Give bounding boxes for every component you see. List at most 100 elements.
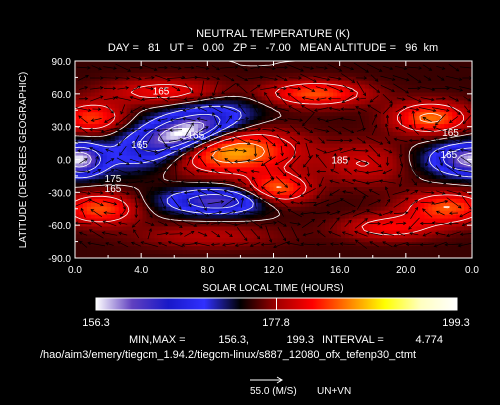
field-cell bbox=[369, 69, 374, 74]
field-cell bbox=[416, 148, 421, 153]
field-cell bbox=[166, 234, 171, 239]
field-cell bbox=[325, 230, 330, 235]
field-cell bbox=[460, 199, 465, 204]
field-cell bbox=[353, 234, 358, 239]
field-cell bbox=[428, 203, 433, 208]
field-cell bbox=[123, 175, 128, 180]
field-cell bbox=[289, 242, 294, 247]
field-cell bbox=[361, 203, 366, 208]
field-cell bbox=[357, 120, 362, 125]
field-cell bbox=[127, 104, 132, 109]
field-cell bbox=[95, 238, 100, 243]
field-cell bbox=[408, 199, 413, 204]
field-cell bbox=[349, 167, 354, 172]
field-cell bbox=[313, 61, 318, 66]
field-cell bbox=[293, 132, 298, 137]
field-cell bbox=[214, 195, 219, 200]
field-cell bbox=[325, 219, 330, 224]
field-cell bbox=[408, 246, 413, 251]
field-cell bbox=[182, 195, 187, 200]
field-cell bbox=[361, 175, 366, 180]
field-cell bbox=[146, 77, 151, 82]
field-cell bbox=[420, 211, 425, 216]
field-cell bbox=[218, 207, 223, 212]
field-cell bbox=[436, 93, 441, 98]
field-cell bbox=[448, 246, 453, 251]
field-cell bbox=[420, 148, 425, 153]
field-cell bbox=[397, 246, 402, 251]
field-cell bbox=[210, 195, 215, 200]
field-cell bbox=[416, 179, 421, 184]
field-cell bbox=[270, 187, 275, 192]
field-cell bbox=[420, 238, 425, 243]
field-cell bbox=[111, 136, 116, 141]
field-cell bbox=[210, 226, 215, 231]
field-cell bbox=[111, 93, 116, 98]
field-cell bbox=[369, 175, 374, 180]
field-cell bbox=[389, 171, 394, 176]
field-cell bbox=[162, 250, 167, 255]
field-cell bbox=[357, 199, 362, 204]
field-cell bbox=[103, 112, 108, 117]
field-cell bbox=[150, 156, 155, 161]
field-cell bbox=[107, 89, 112, 94]
field-cell bbox=[385, 156, 390, 161]
field-cell bbox=[420, 61, 425, 66]
field-cell bbox=[186, 250, 191, 255]
field-cell bbox=[226, 175, 231, 180]
field-cell bbox=[262, 81, 267, 86]
field-cell bbox=[146, 250, 151, 255]
field-cell bbox=[218, 246, 223, 251]
field-cell bbox=[357, 246, 362, 251]
field-cell bbox=[297, 152, 302, 157]
field-cell bbox=[412, 81, 417, 86]
field-cell bbox=[444, 250, 449, 255]
field-cell bbox=[317, 246, 322, 251]
field-cell bbox=[357, 100, 362, 105]
field-cell bbox=[254, 175, 259, 180]
field-cell bbox=[345, 136, 350, 141]
field-cell bbox=[452, 69, 457, 74]
field-cell bbox=[416, 203, 421, 208]
field-cell bbox=[325, 191, 330, 196]
field-cell bbox=[206, 175, 211, 180]
field-cell bbox=[238, 112, 243, 117]
field-cell bbox=[115, 81, 120, 86]
field-cell bbox=[313, 246, 318, 251]
field-cell bbox=[103, 195, 108, 200]
field-cell bbox=[75, 246, 80, 251]
field-cell bbox=[305, 61, 310, 66]
field-cell bbox=[309, 96, 314, 101]
field-cell bbox=[365, 96, 370, 101]
field-cell bbox=[389, 191, 394, 196]
field-cell bbox=[198, 226, 203, 231]
field-cell bbox=[293, 61, 298, 66]
field-cell bbox=[178, 187, 183, 192]
field-cell bbox=[91, 61, 96, 66]
field-cell bbox=[357, 250, 362, 255]
field-cell bbox=[460, 136, 465, 141]
field-cell bbox=[242, 100, 247, 105]
field-cell bbox=[87, 230, 92, 235]
field-cell bbox=[448, 112, 453, 117]
field-cell bbox=[349, 120, 354, 125]
field-cell bbox=[329, 223, 334, 228]
field-cell bbox=[412, 61, 417, 66]
field-cell bbox=[182, 171, 187, 176]
field-cell bbox=[119, 61, 124, 66]
field-cell bbox=[416, 211, 421, 216]
field-cell bbox=[464, 136, 469, 141]
field-cell bbox=[131, 234, 136, 239]
field-cell bbox=[139, 207, 144, 212]
field-cell bbox=[87, 234, 92, 239]
field-cell bbox=[150, 140, 155, 145]
field-cell bbox=[456, 183, 461, 188]
field-cell bbox=[353, 246, 358, 251]
field-cell bbox=[246, 112, 251, 117]
field-cell bbox=[389, 73, 394, 78]
field-cell bbox=[377, 187, 382, 192]
field-cell bbox=[194, 250, 199, 255]
field-cell bbox=[222, 238, 227, 243]
field-cell bbox=[436, 234, 441, 239]
field-cell bbox=[234, 73, 239, 78]
